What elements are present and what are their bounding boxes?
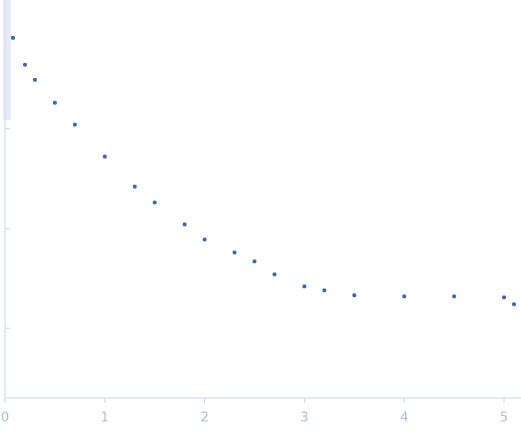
point xyxy=(252,259,257,264)
x-tick-label: 2 xyxy=(200,411,208,426)
point xyxy=(22,62,27,67)
point xyxy=(10,35,15,40)
point xyxy=(102,154,107,159)
point xyxy=(272,272,277,277)
point xyxy=(52,100,57,105)
point xyxy=(352,293,357,298)
x-tick-label: 0 xyxy=(1,411,9,426)
x-tick-label: 3 xyxy=(300,411,308,426)
point xyxy=(152,200,157,205)
point xyxy=(452,294,457,299)
error-band xyxy=(3,0,11,120)
point xyxy=(402,294,407,299)
point xyxy=(512,302,517,307)
point xyxy=(32,77,37,82)
point xyxy=(232,250,237,255)
point xyxy=(322,288,327,293)
point xyxy=(72,122,77,127)
point xyxy=(502,295,507,300)
x-tick-label: 1 xyxy=(101,411,109,426)
point xyxy=(132,184,137,189)
point xyxy=(202,237,207,242)
x-tick-label: 5 xyxy=(500,411,508,426)
x-tick-label: 4 xyxy=(400,411,408,426)
point xyxy=(182,222,187,227)
point xyxy=(302,284,307,289)
